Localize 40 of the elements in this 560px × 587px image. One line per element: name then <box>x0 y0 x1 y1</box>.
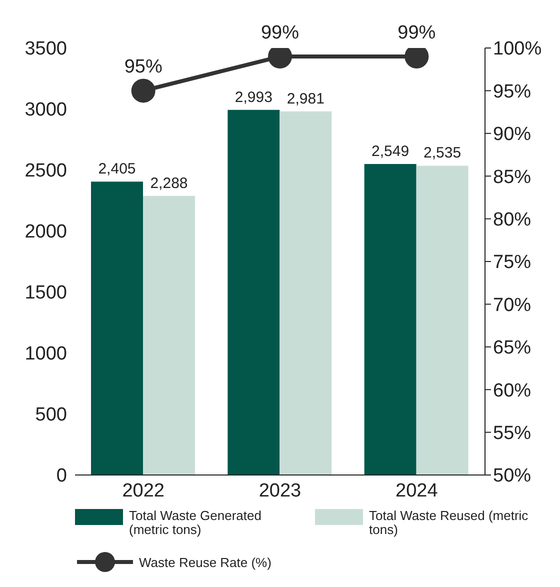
y-tick-label: 2000 <box>24 222 67 243</box>
data-label: 99% <box>398 22 436 44</box>
y-tick-label: 3000 <box>24 100 67 121</box>
bar <box>143 196 195 475</box>
bar <box>416 166 468 475</box>
data-label: 95% <box>124 56 162 78</box>
y-tick-label: 0 <box>56 466 67 487</box>
x-tick-label: 2022 <box>122 480 164 502</box>
y-tick-label: 2500 <box>24 160 67 182</box>
x-tick-label: 2023 <box>258 480 302 502</box>
y2-tick-label: 85% <box>493 166 532 188</box>
legend-label: Waste Reuse Rate (%) <box>139 554 272 570</box>
y2-tick-label: 50% <box>493 466 532 487</box>
y2-tick-label: 95% <box>493 81 532 102</box>
bar <box>91 182 143 475</box>
x-tick-label: 2024 <box>396 480 438 502</box>
bar <box>364 164 416 475</box>
data-label: 99% <box>260 22 300 44</box>
data-label: 2,993 <box>234 88 272 106</box>
data-label: 2,405 <box>98 160 136 178</box>
legend-label: Total Waste Generated (metric tons) <box>129 508 262 537</box>
y2-tick-label: 75% <box>493 252 532 274</box>
y-tick-label: 3500 <box>24 38 67 60</box>
y2-tick-label: 55% <box>493 423 532 444</box>
data-label: 2,549 <box>372 143 410 160</box>
y-tick-label: 500 <box>35 404 67 426</box>
bar <box>228 110 280 475</box>
y2-tick-label: 80% <box>493 210 532 231</box>
y2-tick-label: 70% <box>493 294 532 316</box>
y2-tick-label: 100% <box>493 38 542 60</box>
legend-label: Total Waste Reused (metric tons) <box>369 508 529 537</box>
data-label: 2,535 <box>424 144 462 162</box>
data-label: 2,981 <box>286 90 324 108</box>
y2-tick-label: 65% <box>493 338 532 359</box>
y2-tick-label: 90% <box>493 124 532 146</box>
y-tick-label: 1000 <box>24 344 67 365</box>
y2-tick-label: 60% <box>493 380 532 402</box>
data-label: 2,288 <box>150 174 188 192</box>
bar <box>280 111 332 475</box>
y-tick-label: 1500 <box>24 282 67 304</box>
